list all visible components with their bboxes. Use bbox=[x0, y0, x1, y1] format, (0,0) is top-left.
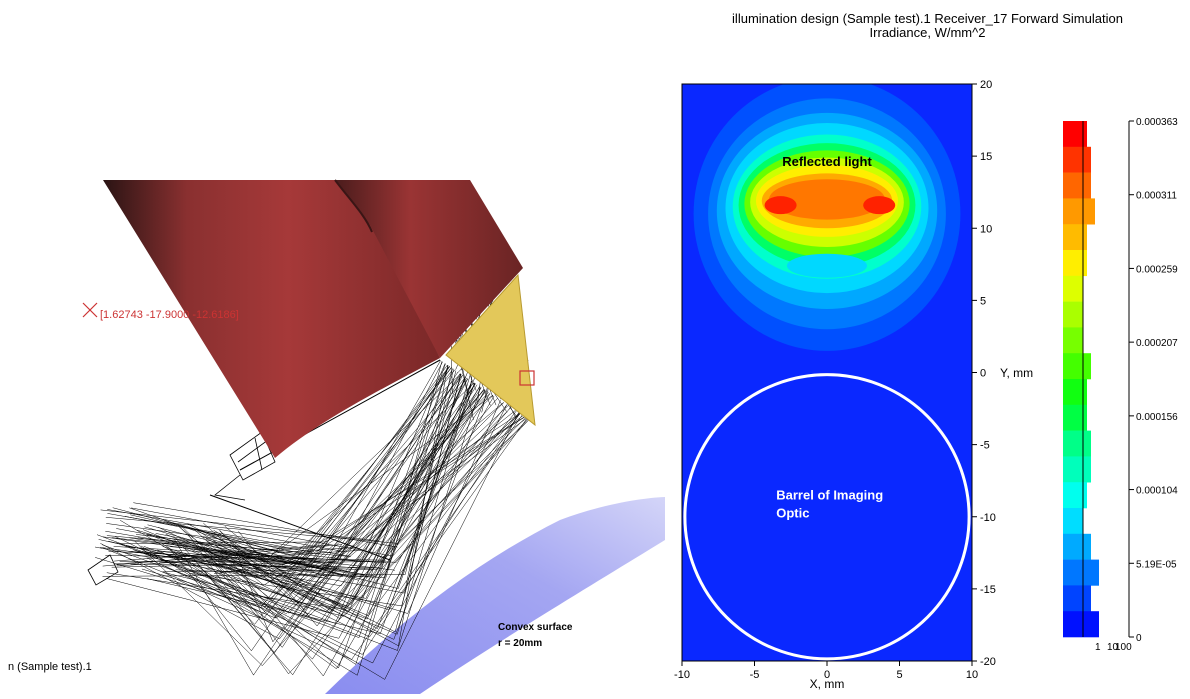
colorbar-segment bbox=[1063, 430, 1091, 457]
colorbar-segment bbox=[1063, 585, 1091, 612]
viewport-canvas[interactable]: [1.62743 -17.9000 -12.6186] Convex surfa… bbox=[0, 0, 665, 694]
receiver-triangle bbox=[445, 273, 536, 427]
contour-notch bbox=[787, 253, 867, 278]
hotspot bbox=[863, 196, 896, 215]
x-tick-label: -10 bbox=[674, 669, 690, 681]
histogram-tick-label: 10 bbox=[1107, 642, 1119, 653]
y-tick-label: -20 bbox=[980, 656, 996, 668]
x-axis-label: X, mm bbox=[810, 677, 845, 691]
colorbar-segment bbox=[1063, 508, 1083, 535]
colorbar-segment bbox=[1063, 146, 1091, 173]
barrel-label-line1: Barrel of Imaging bbox=[776, 487, 883, 502]
convex-mirror-surface bbox=[325, 497, 665, 694]
barrel-cylinder-front bbox=[103, 180, 440, 458]
colorbar-segment bbox=[1063, 559, 1099, 586]
y-tick-label: -15 bbox=[980, 584, 996, 596]
histogram-tick-label: 100 bbox=[1115, 642, 1132, 653]
x-tick-label: 0 bbox=[824, 669, 830, 681]
colorbar bbox=[1063, 121, 1130, 638]
hotspot bbox=[764, 196, 797, 215]
contour-band bbox=[769, 179, 885, 220]
colorbar-segment bbox=[1063, 353, 1091, 380]
colorbar-segment bbox=[1063, 172, 1091, 199]
histogram-tick-label: 1 bbox=[1095, 642, 1101, 653]
chart-title: illumination design (Sample test).1 Rece… bbox=[732, 11, 1123, 26]
irradiance-chart: illumination design (Sample test).1 Rece… bbox=[665, 0, 1190, 694]
barrel-cylinder-back bbox=[335, 180, 523, 358]
y-tick-label: 10 bbox=[980, 223, 992, 235]
chart-canvas: Reflected light Barrel of Imaging Optic … bbox=[674, 79, 1178, 691]
y-tick-label: 20 bbox=[980, 79, 992, 91]
colorbar-label: 0.000363 bbox=[1136, 117, 1178, 128]
colorbar-label: 0.000156 bbox=[1136, 412, 1178, 423]
colorbar-label: 0.000259 bbox=[1136, 264, 1178, 275]
selection-marker[interactable] bbox=[519, 370, 535, 386]
y-tick-label: 15 bbox=[980, 151, 992, 163]
x-axis-ticks: -10 -5 0 5 10 bbox=[674, 661, 978, 681]
colorbar-segment bbox=[1063, 456, 1091, 483]
barrel-label-line2: Optic bbox=[776, 505, 809, 520]
y-tick-label: -5 bbox=[980, 440, 990, 452]
colorbar-label: 0 bbox=[1136, 633, 1142, 644]
y-tick-label: -10 bbox=[980, 512, 996, 524]
model-name-label: n (Sample test).1 bbox=[8, 661, 92, 673]
chart-subtitle: Irradiance, W/mm^2 bbox=[869, 25, 986, 40]
reflected-light-label: Reflected light bbox=[782, 154, 872, 169]
y-axis-label: Y, mm bbox=[1000, 366, 1033, 380]
colorbar-label: 0.000311 bbox=[1136, 191, 1177, 202]
x-tick-label: -5 bbox=[750, 669, 760, 681]
colorbar-segment bbox=[1063, 611, 1099, 638]
x-tick-label: 5 bbox=[896, 669, 902, 681]
barrel-outline-circle bbox=[683, 373, 971, 661]
viewport-3d[interactable]: [1.62743 -17.9000 -12.6186] Convex surfa… bbox=[0, 0, 665, 694]
cursor-x-marker[interactable] bbox=[82, 302, 98, 318]
colorbar-segment bbox=[1063, 275, 1083, 302]
y-tick-label: 0 bbox=[980, 368, 986, 380]
irradiance-contours bbox=[693, 84, 961, 351]
x-tick-label: 10 bbox=[966, 669, 978, 681]
colorbar-segment bbox=[1063, 198, 1095, 225]
coordinate-readout: [1.62743 -17.9000 -12.6186] bbox=[100, 309, 239, 321]
colorbar-label: 5.19E-05 bbox=[1136, 559, 1177, 570]
colorbar-segment bbox=[1063, 533, 1091, 560]
colorbar-label: 0.000104 bbox=[1136, 486, 1178, 497]
y-axis-ticks: 20 15 10 5 0 -5 -10 -15 -20 bbox=[972, 79, 996, 668]
convex-surface-radius-label: r = 20mm bbox=[498, 638, 542, 649]
colorbar-segment bbox=[1063, 301, 1083, 328]
colorbar-segment bbox=[1063, 327, 1083, 354]
colorbar-label: 0.000207 bbox=[1136, 338, 1178, 349]
colorbar-labels: 0.000363 0.000311 0.000259 0.000207 0.000156… bbox=[1095, 117, 1178, 653]
wireframe-source bbox=[87, 431, 276, 586]
y-tick-label: 5 bbox=[980, 295, 986, 307]
convex-surface-label: Convex surface bbox=[498, 622, 573, 633]
